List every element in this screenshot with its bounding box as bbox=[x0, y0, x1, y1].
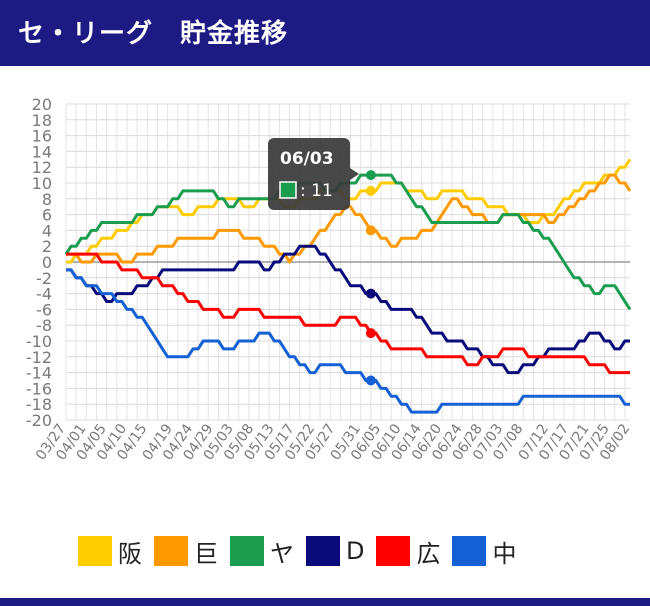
y-tick-label: 10 bbox=[32, 174, 52, 193]
legend-swatch bbox=[230, 536, 264, 566]
grid bbox=[65, 103, 630, 421]
tooltip-swatch bbox=[279, 181, 297, 199]
legend-item[interactable]: 中 bbox=[452, 534, 516, 569]
y-tick-label: -14 bbox=[26, 364, 52, 383]
legend-swatch bbox=[452, 536, 487, 566]
page-title: セ・リーグ 貯金推移 bbox=[18, 19, 289, 49]
legend-label: 広 bbox=[416, 539, 441, 568]
tooltip-date: 06/03 bbox=[280, 149, 334, 169]
y-tick-label: -8 bbox=[36, 316, 52, 335]
y-tick-label: 0 bbox=[42, 253, 52, 272]
legend-item[interactable]: 広 bbox=[376, 534, 440, 569]
highlight-markers bbox=[365, 170, 376, 386]
highlight-point-巨 bbox=[365, 225, 376, 236]
y-tick-label: 18 bbox=[32, 111, 52, 130]
y-tick-label: -12 bbox=[26, 348, 52, 367]
tooltip[interactable]: 06/03 : 11 bbox=[268, 138, 359, 210]
legend-label: 中 bbox=[492, 539, 517, 568]
y-tick-label: 16 bbox=[32, 127, 52, 146]
chart-area[interactable]: 20 18 16 14 12 10 8 6 4 2 0 -2 -4 -6 -8 -10 -12 -14 -16 -18… bbox=[0, 66, 650, 596]
tooltip-pointer bbox=[350, 168, 359, 180]
y-tick-label: -10 bbox=[26, 332, 52, 351]
y-tick-label: -18 bbox=[26, 395, 52, 414]
highlight-point-D bbox=[365, 288, 376, 299]
highlight-point-広 bbox=[365, 328, 376, 339]
legend-swatch bbox=[306, 536, 340, 566]
legend-swatch bbox=[78, 536, 112, 566]
legend-label: ヤ bbox=[270, 539, 294, 568]
legend-item[interactable]: 阪 bbox=[78, 534, 142, 569]
series-line-中 bbox=[66, 268, 630, 414]
tooltip-value: : 11 bbox=[300, 181, 333, 201]
highlight-point-ヤ bbox=[365, 170, 376, 181]
y-tick-label: 8 bbox=[42, 190, 52, 209]
y-tick-label: 4 bbox=[42, 221, 52, 240]
legend-swatch bbox=[376, 536, 411, 566]
legend-item[interactable]: 巨 bbox=[154, 534, 218, 569]
y-tick-label: 14 bbox=[32, 142, 52, 161]
y-tick-label: -20 bbox=[26, 411, 52, 430]
series-line-広 bbox=[66, 252, 630, 375]
y-tick-label: -6 bbox=[36, 300, 52, 319]
footer-bar bbox=[0, 598, 650, 606]
y-tick-label: 2 bbox=[42, 237, 52, 256]
line-chart[interactable]: 20181614121086420-2-4-6-8-10-12-14-16-18… bbox=[0, 66, 650, 596]
y-tick-label: 6 bbox=[42, 206, 52, 225]
y-tick-label: -16 bbox=[26, 379, 52, 398]
legend-item[interactable]: D bbox=[306, 536, 364, 566]
header-bar: セ・リーグ 貯金推移 bbox=[0, 0, 650, 66]
y-tick-label: 20 bbox=[32, 95, 52, 114]
legend-label: 巨 bbox=[194, 539, 218, 568]
highlight-point-中 bbox=[365, 375, 376, 386]
y-tick-label: 12 bbox=[32, 158, 52, 177]
legend-swatch bbox=[154, 536, 188, 566]
legend-label: D bbox=[346, 537, 365, 565]
series-line-D bbox=[66, 244, 630, 375]
y-tick-label: -4 bbox=[36, 285, 52, 304]
legend-label: 阪 bbox=[118, 539, 142, 568]
legend-item[interactable]: ヤ bbox=[230, 534, 294, 569]
y-tick-label: -2 bbox=[36, 269, 52, 288]
highlight-point-阪 bbox=[365, 185, 376, 196]
